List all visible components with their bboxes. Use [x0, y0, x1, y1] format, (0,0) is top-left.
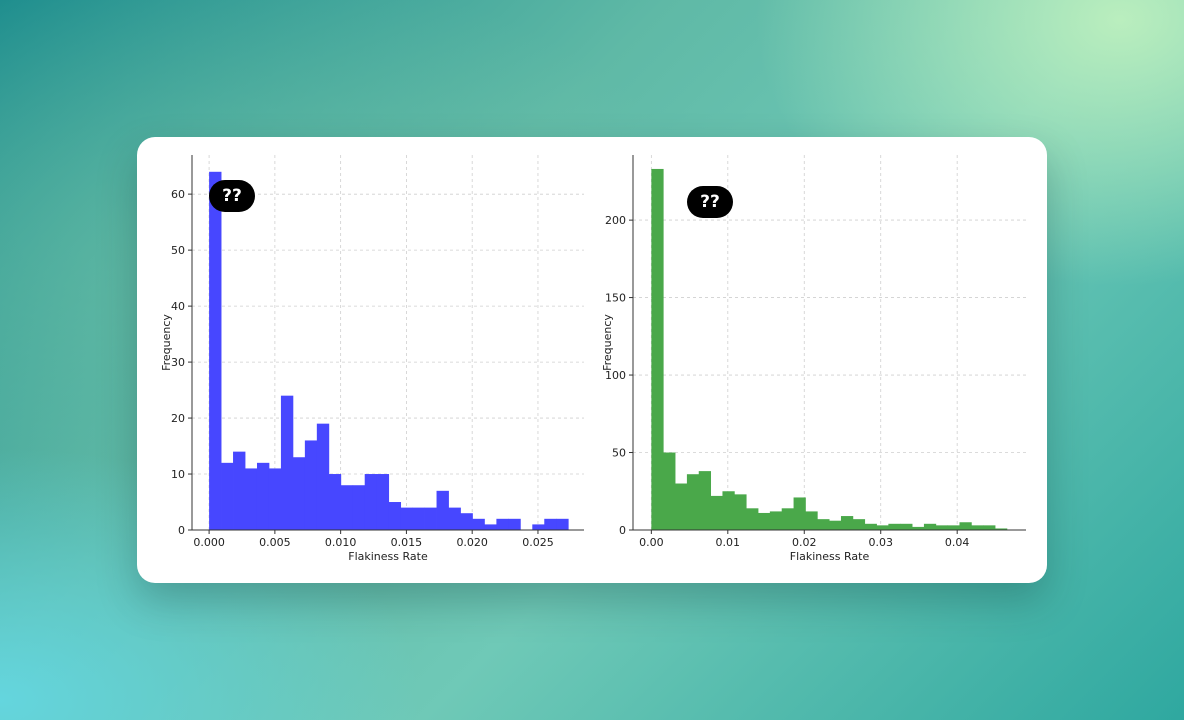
bar-20: [888, 523, 901, 530]
bar-5: [268, 468, 282, 530]
bar-12: [793, 497, 806, 530]
y-tick-label-0: 0: [178, 524, 185, 537]
x-tick-label-4: 0.04: [945, 536, 970, 549]
bar-13: [364, 474, 378, 530]
bar-24: [935, 525, 949, 530]
bar-4: [256, 462, 270, 530]
y-tick-label-1: 50: [612, 447, 626, 460]
hidden-label-badge-left: ??: [209, 180, 255, 212]
bar-18: [864, 523, 877, 530]
bar-7: [292, 457, 306, 530]
chart-card: 0.000 0.005 0.010 0.015 0.020 0.025 0 10 20 30 40 5…: [137, 137, 1047, 583]
bar-13: [805, 511, 818, 530]
bar-14: [376, 474, 390, 530]
bar-9: [758, 512, 771, 530]
x-tick-label-3: 0.03: [868, 536, 893, 549]
y-tick-label-0: 0: [619, 524, 626, 537]
bar-9: [316, 423, 330, 530]
x-tick-label-2: 0.02: [792, 536, 817, 549]
bar-27: [971, 525, 984, 530]
y-tick-label-1: 10: [171, 468, 185, 481]
bar-20: [448, 507, 461, 530]
bar-12: [352, 485, 366, 530]
x-tick-label-1: 0.01: [716, 536, 741, 549]
bar-5: [710, 495, 723, 530]
bar-3: [686, 474, 700, 530]
x-tick-label-2: 0.010: [325, 536, 357, 549]
bar-10: [328, 474, 342, 530]
bar-18: [424, 507, 437, 530]
x-tick-label-5: 0.025: [522, 536, 554, 549]
y-axis-label: Frequency: [601, 314, 614, 371]
bar-8: [746, 508, 759, 530]
bar-2: [233, 451, 246, 530]
bar-29: [995, 528, 1008, 530]
x-tick-label-0: 0.000: [193, 536, 225, 549]
x-axis-label: Flakiness Rate: [348, 550, 428, 563]
bar-26: [959, 522, 972, 530]
bar-2: [675, 483, 688, 530]
y-tick-label-2: 20: [171, 412, 185, 425]
bar-16: [400, 507, 413, 530]
bar-6: [722, 491, 735, 530]
bar-25: [508, 518, 521, 530]
bar-22: [912, 526, 925, 530]
bar-27: [532, 524, 545, 530]
bar-22: [472, 518, 485, 530]
bar-21: [460, 513, 473, 530]
x-tick-label-4: 0.020: [456, 536, 488, 549]
bar-29: [556, 518, 569, 530]
bar-10: [769, 511, 783, 530]
x-tick-label-0: 0.00: [639, 536, 664, 549]
x-tick-label-1: 0.005: [259, 536, 291, 549]
bar-19: [436, 490, 449, 530]
bar-15: [388, 502, 402, 530]
y-tick-label-3: 30: [171, 356, 185, 369]
y-tick-label-4: 200: [605, 214, 626, 227]
bar-11: [781, 508, 794, 530]
bar-1: [221, 462, 234, 530]
bar-7: [734, 494, 747, 530]
bar-6: [280, 395, 294, 530]
y-tick-label-5: 50: [171, 244, 185, 257]
x-tick-label-3: 0.015: [391, 536, 423, 549]
bar-11: [340, 485, 354, 530]
bar-24: [496, 518, 509, 530]
y-tick-label-6: 60: [171, 188, 185, 201]
bar-0: [651, 168, 664, 530]
bar-28: [983, 525, 996, 530]
bar-0: [209, 171, 222, 530]
bar-23: [484, 524, 497, 530]
bar-14: [817, 519, 830, 530]
bar-15: [829, 520, 842, 530]
y-tick-label-4: 40: [171, 300, 185, 313]
bar-3: [245, 468, 258, 530]
bar-28: [544, 518, 557, 530]
bar-25: [947, 525, 960, 530]
bar-17: [412, 507, 425, 530]
bar-8: [304, 440, 318, 530]
histogram-right: 0.00 0.01 0.02 0.03 0.04 0 50 100 150 200 Flakines…: [601, 155, 1026, 563]
bar-1: [663, 452, 676, 530]
y-axis-label: Frequency: [160, 314, 173, 371]
bar-17: [852, 519, 866, 530]
x-axis-label: Flakiness Rate: [790, 550, 870, 563]
bar-16: [840, 516, 854, 530]
y-tick-label-2: 100: [605, 369, 626, 382]
bar-4: [698, 471, 712, 530]
histogram-left: 0.000 0.005 0.010 0.015 0.020 0.025 0 10 20 30 40 5…: [160, 155, 584, 563]
bar-23: [923, 523, 937, 530]
bar-19: [876, 525, 889, 530]
hidden-label-badge-right: ??: [687, 186, 733, 218]
y-tick-label-3: 150: [605, 292, 626, 305]
bar-21: [900, 523, 913, 530]
